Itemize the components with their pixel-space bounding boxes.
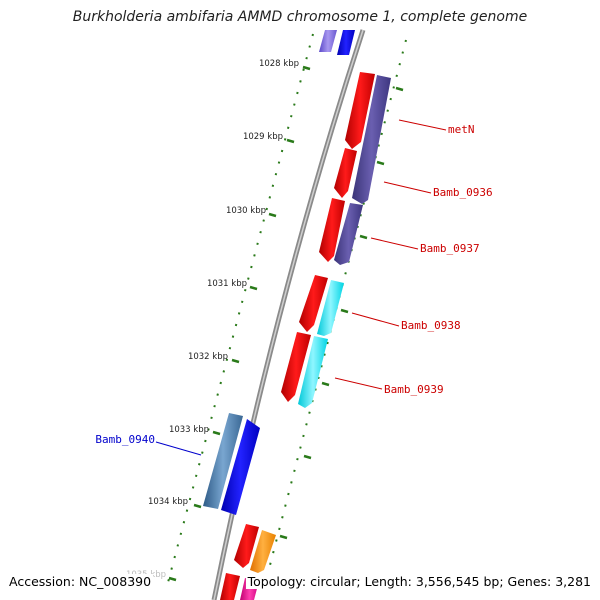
gene-feature <box>281 332 311 402</box>
gene-feature <box>234 524 259 568</box>
chromosome-backbone <box>211 29 366 600</box>
tick-mark <box>321 381 330 387</box>
gene-labels: metN Bamb_0936 Bamb_0937 Bamb_0938 Bamb_… <box>95 123 492 446</box>
gene-feature <box>220 573 240 600</box>
gene-label-bamb-0939: Bamb_0939 <box>384 383 444 396</box>
scale-ticks: 1028 kbp 1029 kbp 1030 kbp 1031 kbp 1032… <box>126 59 404 582</box>
tick-mark <box>303 454 312 460</box>
tick-mark <box>279 534 288 540</box>
leader-line <box>334 377 383 390</box>
leader-line <box>351 312 400 327</box>
gene-feature <box>250 530 276 573</box>
tick-mark <box>376 160 385 166</box>
gene-feature <box>319 30 337 52</box>
accession-text: Accession: NC_008390 <box>9 574 154 589</box>
gene-feature <box>203 413 243 509</box>
tick-mark <box>340 308 349 314</box>
tick-label-1031: 1031 kbp <box>207 279 247 289</box>
map-title: Burkholderia ambifaria AMMD chromosome 1… <box>72 9 528 25</box>
tick-mark <box>231 358 240 364</box>
leader-line <box>398 119 447 131</box>
tick-label-1028: 1028 kbp <box>259 59 299 69</box>
tick-label-1034: 1034 kbp <box>148 497 188 507</box>
gene-label-bamb-0938: Bamb_0938 <box>401 319 461 332</box>
gene-label-bamb-0940: Bamb_0940 <box>95 433 155 446</box>
tick-label-1029: 1029 kbp <box>243 132 283 142</box>
gene-feature <box>352 75 391 204</box>
gene-feature <box>317 280 344 336</box>
gene-label-metN: metN <box>448 123 475 136</box>
tick-label-1032: 1032 kbp <box>188 352 228 362</box>
gene-label-bamb-0936: Bamb_0936 <box>433 186 493 199</box>
tick-mark <box>302 65 311 71</box>
leader-line <box>155 441 202 456</box>
gene-feature <box>221 419 260 515</box>
tick-mark <box>395 86 404 92</box>
gene-features <box>203 30 391 600</box>
gene-feature <box>334 203 363 265</box>
tick-mark <box>168 576 177 582</box>
leader-line <box>370 237 419 250</box>
tick-mark <box>359 234 368 240</box>
gene-feature <box>337 30 355 55</box>
gene-feature <box>299 275 328 332</box>
gene-label-bamb-0937: Bamb_0937 <box>420 242 480 255</box>
tick-mark <box>212 430 221 436</box>
genome-summary-text: Topology: circular; Length: 3,556,545 bp… <box>245 574 591 589</box>
tick-mark <box>193 503 202 509</box>
gene-feature <box>298 336 328 408</box>
gene-feature <box>319 198 345 262</box>
gene-feature <box>334 148 357 198</box>
gene-feature <box>345 72 375 149</box>
tick-label-1033: 1033 kbp <box>169 425 209 435</box>
tick-label-1030: 1030 kbp <box>226 206 266 216</box>
label-leaders <box>155 119 447 456</box>
tick-mark <box>249 285 258 291</box>
tick-mark <box>286 138 295 144</box>
tick-mark <box>268 212 277 218</box>
leader-line <box>383 181 432 194</box>
